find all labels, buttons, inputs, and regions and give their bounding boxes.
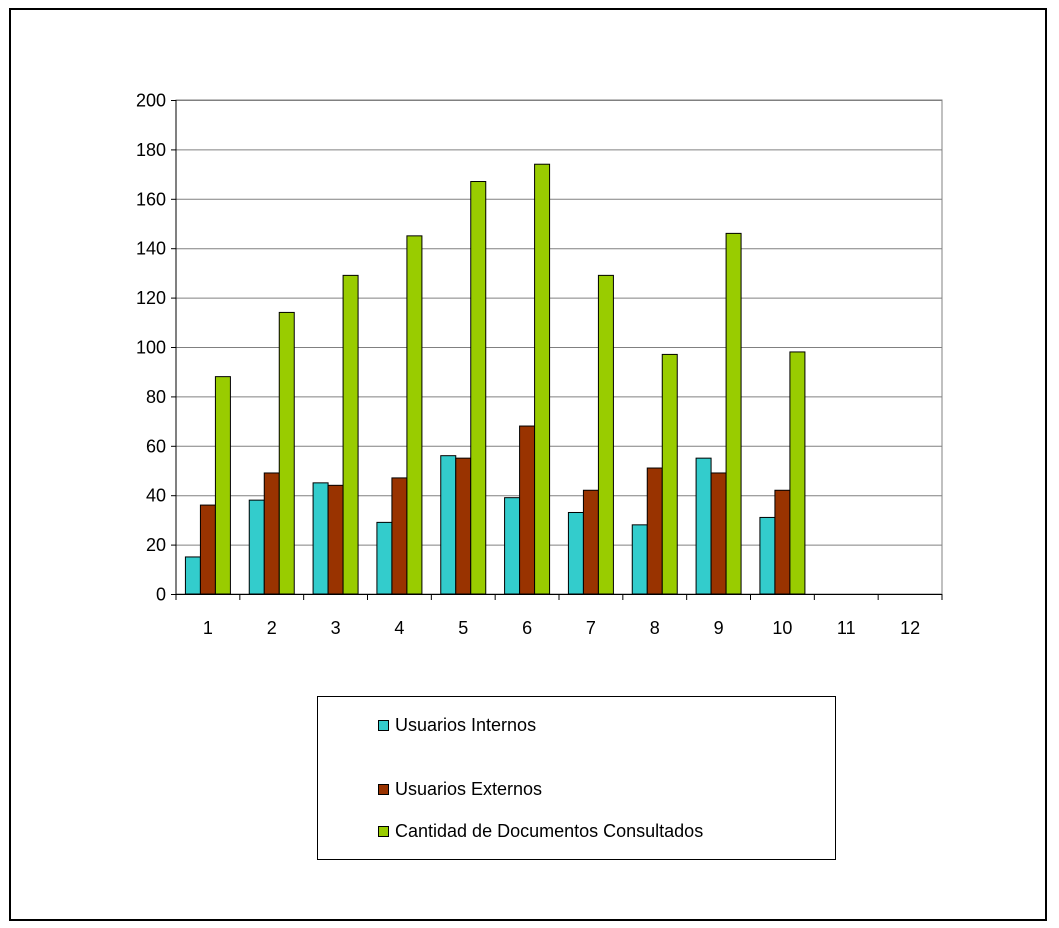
bar-series-2-cat-5: [470, 181, 487, 595]
bar-series-1-cat-7: [582, 489, 599, 595]
bar-series-2-cat-3: [342, 274, 359, 595]
x-tick-label: 4: [394, 618, 404, 638]
bar-series-2-cat-8: [661, 353, 678, 595]
axes: [171, 100, 943, 600]
y-tick-label: 160: [136, 189, 166, 209]
y-tick-label: 20: [146, 535, 166, 555]
y-tick-label: 40: [146, 486, 166, 506]
bar-series-2-cat-6: [534, 163, 551, 595]
grid-lines: [175, 99, 943, 595]
bar-series-0-cat-5: [440, 455, 457, 595]
legend-label-documentos: Cantidad de Documentos Consultados: [395, 821, 704, 841]
bar-series-1-cat-9: [710, 472, 727, 595]
y-tick-label: 0: [156, 585, 166, 605]
y-tick-label: 100: [136, 338, 166, 358]
y-tick-label: 80: [146, 387, 166, 407]
bar-series-2-cat-2: [278, 311, 295, 595]
x-tick-label: 8: [650, 618, 660, 638]
bar-series-2-cat-7: [597, 274, 614, 595]
x-tick-label: 2: [267, 618, 277, 638]
bar-series-0-cat-10: [759, 516, 776, 595]
legend-label-externos: Usuarios Externos: [395, 779, 543, 799]
bar-series-0-cat-1: [184, 556, 201, 595]
x-tick-label: 5: [458, 618, 468, 638]
y-tick-label: 60: [146, 436, 166, 456]
x-tick-label: 7: [586, 618, 596, 638]
bar-series-2-cat-1: [214, 376, 231, 595]
legend: Usuarios Internos Usuarios Externos Cant…: [317, 696, 836, 860]
legend-swatch-internos: [378, 720, 389, 731]
bar-series-1-cat-6: [519, 425, 536, 595]
bar-series-0-cat-8: [631, 524, 648, 595]
bar-series-1-cat-8: [646, 467, 663, 595]
bar-series-0-cat-2: [248, 499, 265, 595]
y-tick-label: 120: [136, 288, 166, 308]
bars: [184, 163, 806, 595]
y-tick-label: 140: [136, 239, 166, 259]
bar-series-0-cat-4: [376, 521, 393, 595]
bar-series-0-cat-3: [312, 482, 329, 595]
legend-swatch-documentos: [378, 826, 389, 837]
bar-series-2-cat-4: [406, 235, 423, 595]
bar-series-0-cat-9: [695, 457, 712, 595]
bar-series-2-cat-10: [789, 351, 806, 595]
x-tick-label: 10: [772, 618, 792, 638]
bar-series-1-cat-4: [391, 477, 408, 595]
bar-series-1-cat-10: [774, 489, 791, 595]
x-tick-label: 11: [837, 618, 856, 638]
bar-series-0-cat-6: [504, 497, 521, 595]
x-tick-label: 6: [522, 618, 532, 638]
bar-series-1-cat-2: [263, 472, 280, 595]
legend-item-internos: Usuarios Internos: [378, 715, 536, 736]
x-tick-label: 1: [203, 618, 213, 638]
bar-series-2-cat-9: [725, 232, 742, 595]
legend-item-externos: Usuarios Externos: [378, 779, 542, 800]
x-tick-label: 12: [900, 618, 920, 638]
x-tick-label: 9: [714, 618, 724, 638]
bar-series-1-cat-3: [327, 484, 344, 595]
legend-item-documentos: Cantidad de Documentos Consultados: [378, 821, 703, 842]
legend-label-internos: Usuarios Internos: [395, 715, 537, 735]
bar-series-0-cat-7: [567, 511, 584, 595]
x-tick-label: 3: [331, 618, 341, 638]
legend-swatch-externos: [378, 784, 389, 795]
bar-series-1-cat-1: [199, 504, 216, 595]
y-tick-label: 200: [136, 91, 166, 111]
bar-series-1-cat-5: [455, 457, 472, 595]
y-tick-label: 180: [136, 140, 166, 160]
